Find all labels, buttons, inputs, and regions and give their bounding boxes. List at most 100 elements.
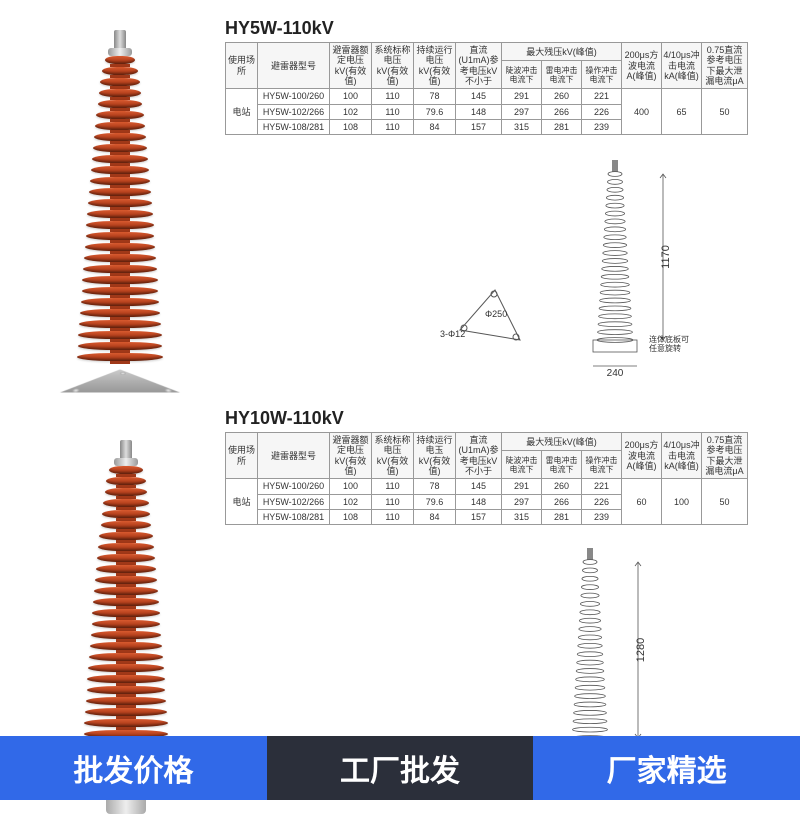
col-header: 使用场所: [226, 433, 258, 479]
product-image-0: [65, 30, 175, 400]
cell-tail: 400: [622, 89, 662, 135]
cell-value: 110: [372, 89, 414, 104]
cell-value: 260: [542, 89, 582, 104]
cell-place: 电站: [226, 479, 258, 525]
svg-text:Φ250: Φ250: [485, 309, 507, 319]
footer-banner: 批发价格 工厂批发 厂家精选: [0, 736, 800, 800]
svg-text:1280: 1280: [635, 638, 647, 662]
cell-value: 221: [582, 89, 622, 104]
col-header: 4/10μs冲击电流kA(峰值): [662, 433, 702, 479]
cell-value: 239: [582, 510, 622, 525]
col-header: 200μs方波电流A(峰值): [622, 433, 662, 479]
cell-value: 100: [330, 89, 372, 104]
cell-value: 102: [330, 104, 372, 119]
cell-value: 281: [542, 510, 582, 525]
cell-value: 266: [542, 104, 582, 119]
cell-value: 79.6: [414, 494, 456, 509]
svg-text:3-Φ12: 3-Φ12: [440, 329, 465, 339]
cell-tail: 50: [702, 479, 748, 525]
svg-text:240: 240: [607, 368, 624, 379]
col-header-group: 最大残压kV(峰值): [502, 43, 622, 61]
base-plate-diagram: Φ250 3-Φ12: [440, 275, 550, 355]
col-header: 0.75直流参考电压下最大泄漏电流μA: [702, 433, 748, 479]
cell-model: HY5W-100/260: [258, 479, 330, 494]
col-header: 200μs方波电流A(峰值): [622, 43, 662, 89]
col-subheader: 雷电冲击电流下: [542, 61, 582, 89]
cell-value: 110: [372, 479, 414, 494]
cell-model: HY5W-100/260: [258, 89, 330, 104]
footer-seg-1: 批发价格: [0, 736, 267, 800]
col-header: 直流(U1mA)参考电压kV不小于: [456, 433, 502, 479]
cell-value: 78: [414, 479, 456, 494]
cell-value: 226: [582, 104, 622, 119]
cell-tail: 50: [702, 89, 748, 135]
cell-value: 148: [456, 104, 502, 119]
cell-value: 157: [456, 510, 502, 525]
col-subheader: 操作冲击电流下: [582, 61, 622, 89]
cell-place: 电站: [226, 89, 258, 135]
cell-value: 110: [372, 494, 414, 509]
col-header: 4/10μs冲击电流kA(峰值): [662, 43, 702, 89]
cell-value: 79.6: [414, 104, 456, 119]
footer-seg-2: 工厂批发: [267, 736, 534, 800]
cell-value: 78: [414, 89, 456, 104]
col-subheader: 陡波冲击电流下: [502, 61, 542, 89]
cell-value: 108: [330, 510, 372, 525]
cell-value: 260: [542, 479, 582, 494]
section-title-hy5w: HY5W-110kV: [225, 18, 334, 39]
section-title-hy10w: HY10W-110kV: [225, 408, 344, 429]
col-header: 持续运行电玉kV(有效值): [414, 433, 456, 479]
cell-value: 84: [414, 510, 456, 525]
col-header-group: 最大残压kV(峰值): [502, 433, 622, 451]
cell-model: HY5W-102/266: [258, 494, 330, 509]
cell-value: 315: [502, 510, 542, 525]
cell-value: 108: [330, 120, 372, 135]
dimension-diagram-hy5w: 1170 240 连体底板可任意旋转: [555, 160, 705, 380]
col-subheader: 操作冲击电流下: [582, 451, 622, 479]
col-header: 系统标称电压kV(有效值): [372, 43, 414, 89]
col-header: 0.75直流参考电压下最大泄漏电流μA: [702, 43, 748, 89]
col-header: 避雷器额定电压kV(有效值): [330, 433, 372, 479]
spec-table-hy5w: 使用场所避雷器型号避雷器额定电压kV(有效值)系统标称电压kV(有效值)持续运行…: [225, 42, 748, 135]
cell-value: 315: [502, 120, 542, 135]
col-header: 避雷器型号: [258, 433, 330, 479]
cell-model: HY5W-102/266: [258, 104, 330, 119]
svg-text:连体底板可任意旋转: 连体底板可任意旋转: [649, 334, 689, 353]
table-row: 电站HY5W-100/26010011078145291260221601005…: [226, 479, 748, 494]
cell-value: 297: [502, 104, 542, 119]
col-header: 直流(U1mA)参考电压kV不小于: [456, 43, 502, 89]
cell-value: 110: [372, 104, 414, 119]
cell-value: 145: [456, 479, 502, 494]
svg-text:1170: 1170: [660, 245, 672, 269]
col-subheader: 雷电冲击电流下: [542, 451, 582, 479]
cell-tail: 65: [662, 89, 702, 135]
cell-value: 297: [502, 494, 542, 509]
cell-value: 291: [502, 479, 542, 494]
cell-value: 226: [582, 494, 622, 509]
cell-tail: 100: [662, 479, 702, 525]
cell-value: 266: [542, 494, 582, 509]
cell-value: 239: [582, 120, 622, 135]
cell-value: 221: [582, 479, 622, 494]
col-header: 系统标称电压kV(有效值): [372, 433, 414, 479]
cell-value: 148: [456, 494, 502, 509]
footer-seg-3: 厂家精选: [533, 736, 800, 800]
cell-model: HY5W-108/281: [258, 510, 330, 525]
col-header: 避雷器额定电压kV(有效值): [330, 43, 372, 89]
cell-value: 102: [330, 494, 372, 509]
col-header: 持续运行电压kV(有效值): [414, 43, 456, 89]
col-header: 使用场所: [226, 43, 258, 89]
col-subheader: 陡波冲击电流下: [502, 451, 542, 479]
spec-table-hy10w: 使用场所避雷器型号避雷器额定电压kV(有效值)系统标称电压kV(有效值)持续运行…: [225, 432, 748, 525]
cell-value: 281: [542, 120, 582, 135]
cell-value: 291: [502, 89, 542, 104]
cell-model: HY5W-108/281: [258, 120, 330, 135]
cell-value: 110: [372, 120, 414, 135]
cell-value: 100: [330, 479, 372, 494]
cell-value: 110: [372, 510, 414, 525]
cell-value: 84: [414, 120, 456, 135]
cell-value: 157: [456, 120, 502, 135]
cell-value: 145: [456, 89, 502, 104]
table-row: 电站HY5W-100/26010011078145291260221400655…: [226, 89, 748, 104]
col-header: 避雷器型号: [258, 43, 330, 89]
